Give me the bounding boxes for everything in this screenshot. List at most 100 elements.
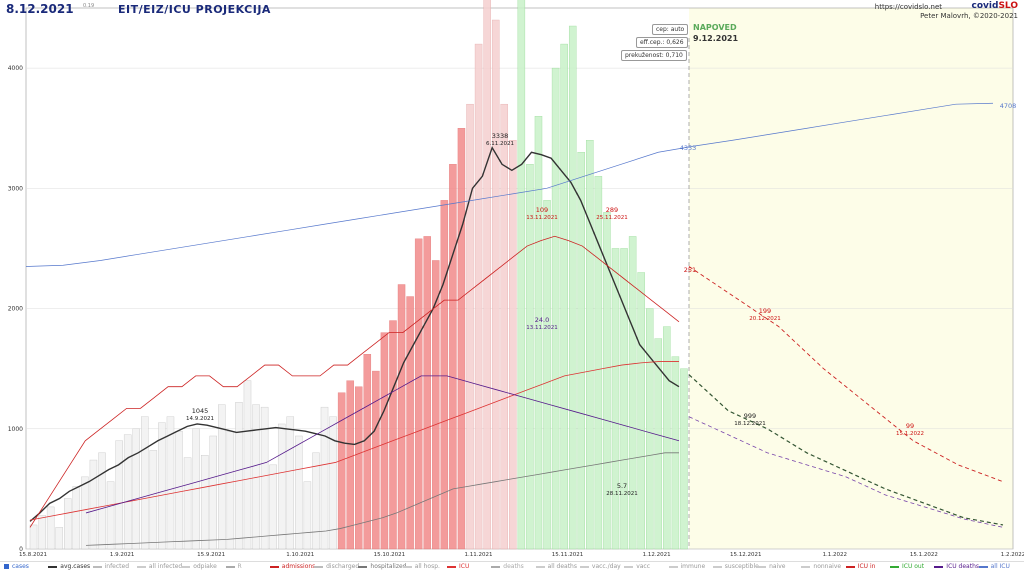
legend-swatch bbox=[624, 565, 634, 568]
legend-label: ICU in bbox=[857, 563, 876, 570]
legend-item[interactable]: hospitalized bbox=[358, 563, 406, 570]
cases-bar bbox=[286, 416, 295, 550]
legend-swatch bbox=[491, 565, 501, 568]
legend-label: discharged bbox=[326, 563, 360, 570]
brand-part-a: covid bbox=[971, 1, 999, 11]
cases-bar bbox=[680, 368, 688, 550]
cases-bar bbox=[64, 498, 72, 550]
forecast-label: NAPOVED bbox=[693, 23, 737, 32]
hospitalized-line bbox=[85, 452, 679, 546]
legend-item[interactable]: R bbox=[225, 563, 242, 570]
legend: cases avg.cases infected all infected odpiak… bbox=[0, 561, 1024, 576]
cases-bar bbox=[123, 434, 132, 550]
legend-item[interactable]: all hosp. bbox=[402, 563, 440, 570]
cases-bar bbox=[277, 423, 286, 550]
legend-item[interactable]: nonnaive bbox=[801, 563, 841, 570]
eff-cep-box: eff.cep.: 0,626 bbox=[636, 37, 688, 48]
legend-item[interactable]: ICU out bbox=[890, 563, 924, 570]
site-url[interactable]: https://covidslo.net bbox=[874, 3, 942, 11]
cases-bar bbox=[89, 459, 98, 550]
annotation-value: 199 bbox=[759, 307, 771, 315]
chart-header: 8.12.2021 0.19 EIT/EIZ/ICU PROJEKCIJA ht… bbox=[0, 0, 1024, 20]
x-tick-label: 1.2.2022 bbox=[1001, 552, 1024, 558]
legend-item[interactable]: ICU in bbox=[845, 563, 876, 570]
legend-label: infected bbox=[104, 563, 130, 570]
legend-item[interactable]: ICU deaths bbox=[934, 563, 979, 570]
legend-swatch bbox=[757, 565, 767, 568]
report-date: 8.12.2021 bbox=[6, 2, 74, 16]
legend-label: vacc bbox=[636, 563, 651, 570]
cases-bar bbox=[295, 435, 303, 550]
legend-label: all infected bbox=[148, 563, 183, 570]
cases-bar bbox=[200, 455, 209, 550]
legend-swatch bbox=[225, 565, 235, 568]
legend-item[interactable]: naive bbox=[757, 563, 785, 570]
cases-bar bbox=[432, 260, 440, 550]
cases-bar bbox=[551, 67, 560, 550]
legend-swatch bbox=[314, 565, 324, 568]
cases-bar bbox=[457, 128, 466, 550]
legend-swatch bbox=[978, 565, 988, 568]
cases-bar bbox=[577, 152, 585, 550]
cases-bar bbox=[654, 338, 663, 550]
legend-item[interactable]: all ICU bbox=[978, 563, 1010, 570]
legend-item[interactable]: immune bbox=[668, 563, 705, 570]
cases-bar bbox=[440, 200, 449, 550]
cases-bar bbox=[637, 272, 645, 550]
cases-bar bbox=[269, 464, 277, 550]
legend-item[interactable]: discharged bbox=[314, 563, 359, 570]
annotation-value: 4708 bbox=[1000, 102, 1017, 110]
brand-logo: covidSLO bbox=[972, 1, 1018, 11]
legend-item[interactable]: vacc bbox=[624, 563, 650, 570]
cases-bar bbox=[312, 452, 320, 550]
cases-bar bbox=[560, 43, 568, 550]
x-tick-label: 15.9.2021 bbox=[197, 552, 225, 558]
annotation-date: 13.11.2021 bbox=[526, 215, 558, 221]
legend-item[interactable]: odpiake bbox=[181, 563, 217, 570]
cases-bar bbox=[568, 25, 577, 550]
chart-area: 0 1000 2000 3000 4000 15.8.2021 1.9.2021 15.9.2… bbox=[8, 0, 1024, 558]
cases-bar bbox=[620, 248, 628, 550]
x-tick-label: 15.1.2022 bbox=[910, 552, 938, 558]
legend-label: all hosp. bbox=[414, 563, 440, 570]
legend-item[interactable]: all deaths bbox=[535, 563, 577, 570]
legend-swatch bbox=[402, 565, 412, 568]
all-icu-line bbox=[25, 102, 994, 267]
legend-swatch bbox=[801, 565, 811, 568]
x-tick-label: 1.11.2021 bbox=[464, 552, 492, 558]
legend-label: admissions bbox=[281, 563, 316, 570]
legend-item[interactable]: admissions bbox=[269, 563, 316, 570]
legend-item[interactable]: avg.cases bbox=[48, 563, 90, 570]
legend-swatch bbox=[358, 565, 368, 568]
cases-bar bbox=[355, 386, 363, 550]
cases-bar bbox=[414, 238, 423, 550]
legend-item[interactable]: ICU bbox=[447, 563, 469, 570]
cases-bar bbox=[406, 296, 414, 550]
legend-label: deaths bbox=[503, 563, 524, 570]
legend-item[interactable]: cases bbox=[4, 563, 29, 570]
x-tick-label: 1.10.2021 bbox=[286, 552, 314, 558]
legend-label: hospitalized bbox=[370, 563, 407, 570]
cases-bar bbox=[260, 406, 269, 550]
y-tick-label: 1000 bbox=[8, 426, 23, 433]
legend-label: R bbox=[237, 563, 242, 570]
legend-item[interactable]: susceptible bbox=[712, 563, 759, 570]
legend-label: all ICU bbox=[990, 563, 1010, 570]
legend-item[interactable]: infected bbox=[92, 563, 130, 570]
legend-item[interactable]: deaths bbox=[491, 563, 524, 570]
version-label: 0.19 bbox=[83, 3, 95, 9]
legend-item[interactable]: all infected bbox=[136, 563, 183, 570]
legend-label: odpiake bbox=[193, 563, 217, 570]
annotation-value: 5.7 bbox=[617, 482, 627, 490]
cases-bar bbox=[46, 506, 55, 550]
cases-bar bbox=[449, 164, 457, 550]
x-tick-label: 15.12.2021 bbox=[730, 552, 762, 558]
cases-bar bbox=[149, 450, 158, 550]
legend-item[interactable]: vacc./day bbox=[579, 563, 621, 570]
cases-bar bbox=[346, 380, 354, 550]
legend-label: naive bbox=[769, 563, 786, 570]
legend-label: vacc./day bbox=[591, 563, 621, 570]
legend-label: ICU bbox=[459, 563, 470, 570]
legend-swatch bbox=[48, 565, 58, 568]
legend-label: cases bbox=[12, 563, 29, 570]
